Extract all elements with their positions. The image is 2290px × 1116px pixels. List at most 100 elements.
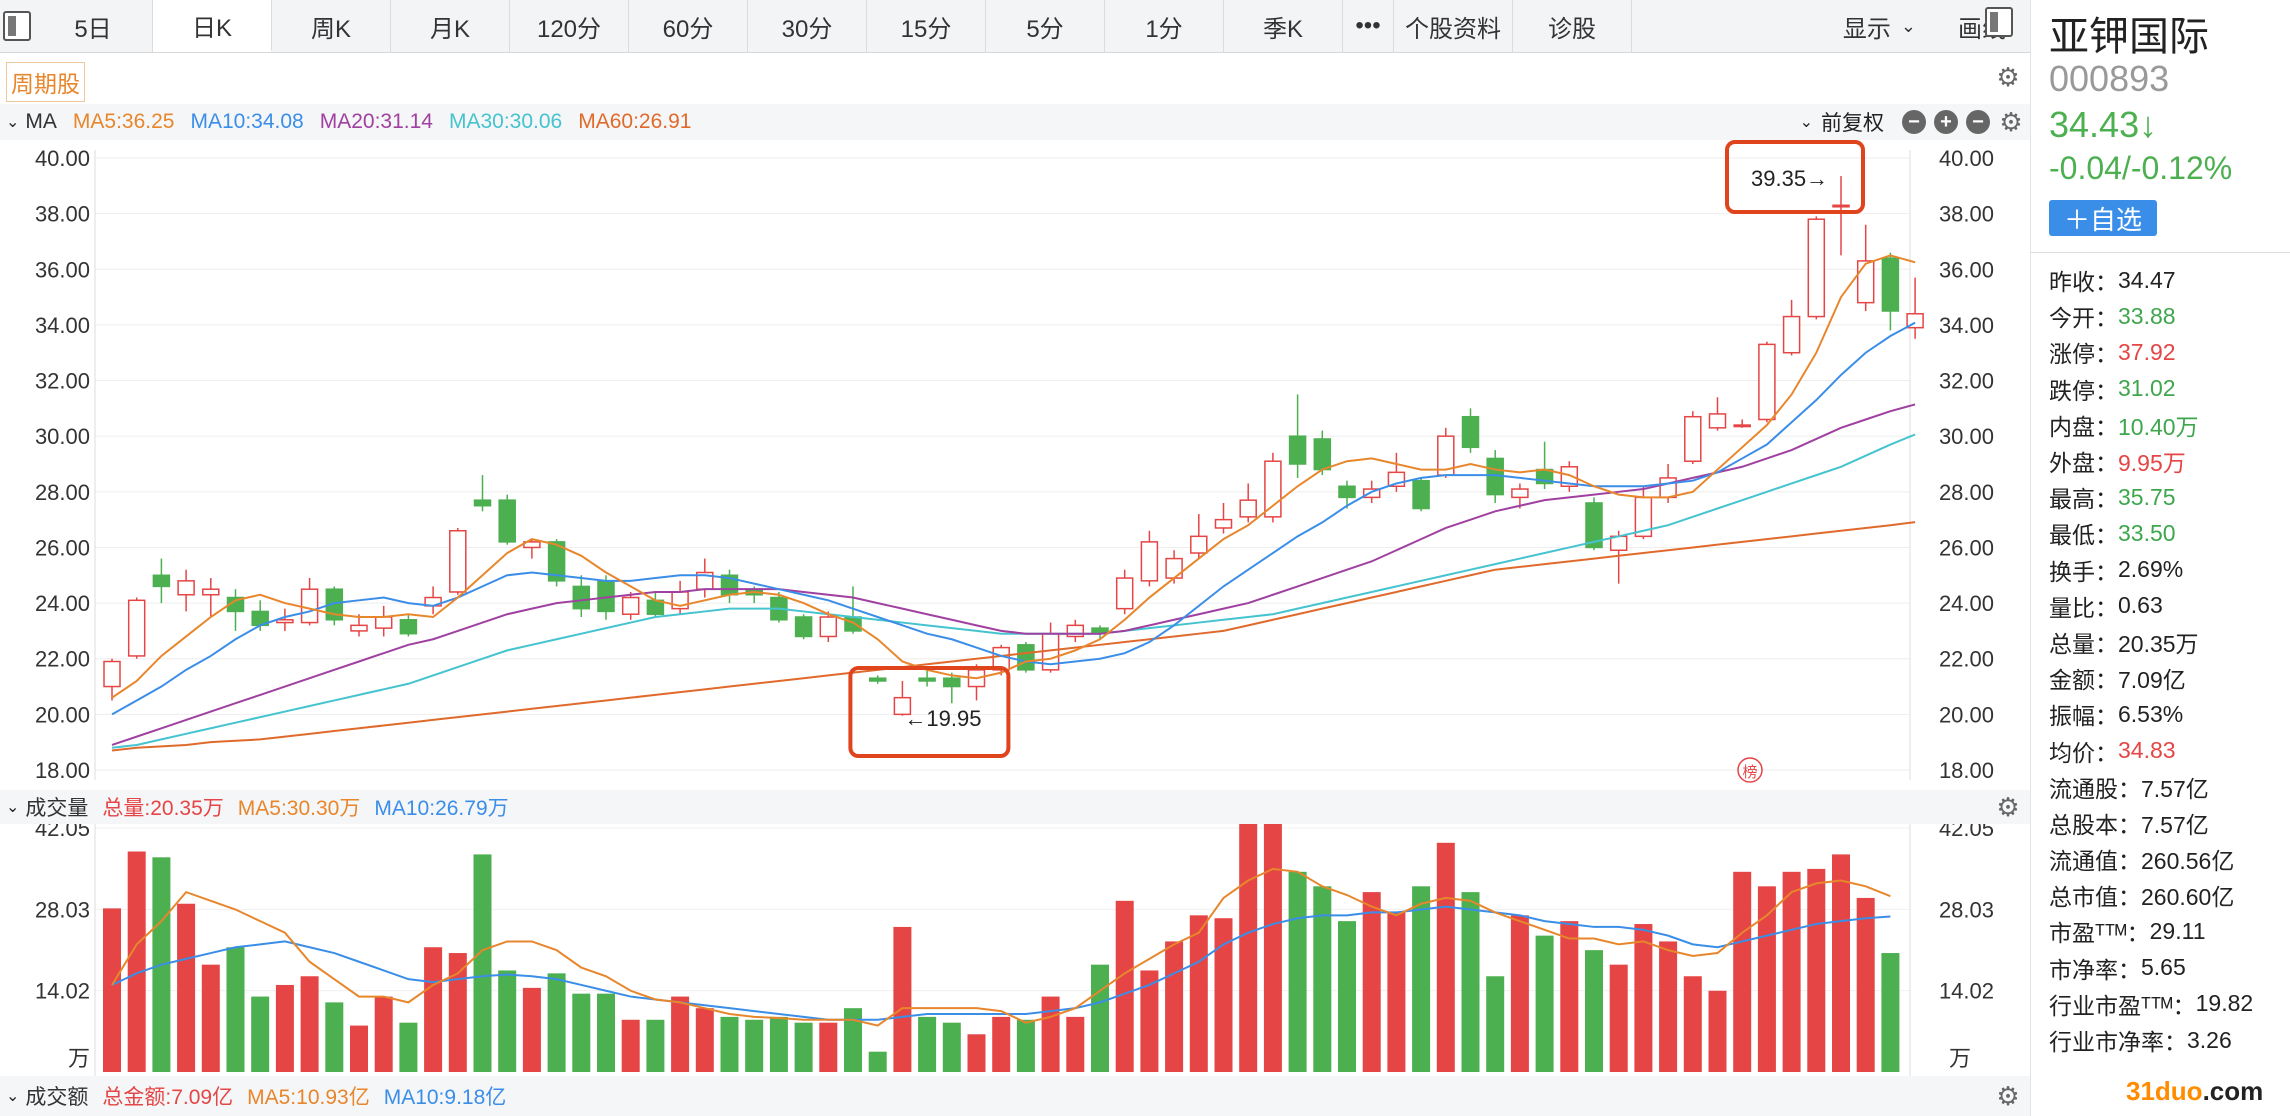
candle-body [399,619,418,635]
watermark-brand: 31duo [2126,1076,2203,1106]
volume-bar [1412,886,1431,1072]
candle-body [226,596,245,613]
price-chart[interactable]: 40.00 40.00 38.00 38.00 36.00 36.00 34.00 34.00… [0,140,2030,790]
y-tick-label-left: 40.00 [35,146,90,171]
volume-bar [819,1022,838,1072]
stat-row: 跌停： 31.02 [2049,371,2289,407]
stat-value: 3.26 [2187,1026,2232,1053]
chevron-down-icon[interactable]: ⌄ [1799,114,1813,131]
panel-toggle-icon [3,11,31,41]
display-dropdown[interactable]: 显示 ⌄ [1825,0,1934,52]
ma-controls: ⌄ 前复权 − + − ⚙ [1800,104,2030,140]
candle-body [918,677,936,682]
y-tick-label-right: 36.00 [1939,257,1994,282]
stat-row: 行业市盈ᵀᵀᴹ： 19.82 [2049,986,2289,1022]
chevron-down-icon[interactable]: ⌄ [6,1088,20,1105]
y-tick-label-left: 30.00 [35,424,90,449]
volume-bar [547,973,566,1072]
y-tick-label-right: 26.00 [1939,535,1994,560]
volume-bar [1338,921,1356,1072]
watermark-suffix: .com [2202,1076,2264,1106]
stats-list: 昨收： 34.47 今开： 33.88 涨停： 37.92 跌停： 31.02 内盘： 10.40… [2049,262,2289,1058]
volume-bar [522,987,541,1072]
volume-bar [1807,868,1826,1072]
tab-5day[interactable]: 5日 [34,0,153,52]
volume-chart[interactable]: 42.05 42.05 28.03 28.03 14.02 14.02 万 万 [0,824,2030,1076]
candle-body [572,585,591,610]
tab-stock-info[interactable]: 个股资料 [1394,0,1513,52]
y-tick-label-right: 28.00 [1939,480,1994,505]
stat-label: 今开： [2049,305,2118,332]
tab-quarterly-k[interactable]: 季K [1224,0,1343,52]
volume-bar [671,996,690,1072]
volume-ma5-legend: MA5:30.30万 [237,797,361,820]
stat-row: 振幅： 6.53% [2049,696,2289,732]
stat-row: 最低： 33.50 [2049,515,2289,551]
volume-bar [868,1051,887,1072]
stat-label: 行业市盈ᵀᵀᴹ： [2049,992,2196,1019]
candle-body [1115,577,1134,610]
candle-body [498,499,516,543]
gear-icon[interactable]: ⚙ [1996,792,2020,822]
volume-bar [745,1019,764,1072]
stat-value: 33.50 [2118,519,2176,546]
left-panel-toggle[interactable] [0,0,34,52]
cyclical-stock-tag[interactable]: 周期股 [6,62,85,102]
gear-icon[interactable]: ⚙ [1996,1081,2020,1111]
minus-icon[interactable]: − [1966,110,1990,134]
candle-body [1338,485,1356,499]
tab-weekly-k[interactable]: 周K [272,0,391,52]
volume-bar [844,1008,862,1072]
stat-row: 今开： 33.88 [2049,298,2289,334]
high-price-label: 39.35→ [1751,166,1828,191]
vol-tick-label-right: 42.05 [1939,824,1994,841]
y-tick-label-right: 18.00 [1939,758,1994,783]
volume-bar [646,1019,665,1072]
stat-value: 37.92 [2118,338,2176,365]
more-tabs-button[interactable]: ••• [1343,0,1394,52]
stat-value: 35.75 [2118,483,2176,510]
tab-1min[interactable]: 1分 [1105,0,1224,52]
display-label: 显示 [1842,15,1891,43]
stat-value: 29.11 [2149,917,2206,944]
volume-bar [1362,892,1381,1072]
stat-value: 2.69% [2118,556,2184,583]
candle-body [449,530,467,593]
add-watchlist-button[interactable]: ＋自选 [2049,200,2157,236]
chevron-down-icon[interactable]: ⌄ [6,799,20,816]
stat-label: 量比： [2049,594,2118,621]
tab-120min[interactable]: 120分 [510,0,629,52]
volume-bar [1708,990,1727,1072]
volume-bar [1239,824,1258,1072]
ma-legend-bar: ⌄ MA MA5:36.25 MA10:34.08 MA20:31.14 MA3… [0,104,2030,140]
chevron-down-icon[interactable]: ⌄ [6,114,20,131]
amount-ma10-legend: MA10:9.18亿 [383,1086,507,1109]
stat-label: 均价： [2049,739,2118,766]
stat-label: 市净率： [2049,956,2141,983]
tab-30min[interactable]: 30分 [748,0,867,52]
stat-row: 量比： 0.63 [2049,588,2289,624]
volume-bar [967,1034,986,1072]
tab-diagnose[interactable]: 诊股 [1513,0,1632,52]
stat-row: 市盈ᵀᵀᴹ： 29.11 [2049,913,2289,949]
tab-monthly-k[interactable]: 月K [391,0,510,52]
gear-icon[interactable]: ⚙ [1996,62,2020,92]
minus-icon[interactable]: − [1902,110,1926,134]
draw-line-button[interactable]: 画线 [1958,15,2006,43]
tab-5min[interactable]: 5分 [986,0,1105,52]
plus-icon[interactable]: + [1934,110,1958,134]
vol-tick-label-right: 14.02 [1939,979,1994,1004]
right-panel-toggle[interactable] [1985,7,2013,37]
volume-bar [498,970,517,1072]
volume-bar [1560,921,1579,1072]
tab-60min[interactable]: 60分 [629,0,748,52]
gear-icon[interactable]: ⚙ [1999,107,2023,137]
tab-daily-k[interactable]: 日K [153,0,272,52]
volume-bar [1165,941,1184,1072]
tab-15min[interactable]: 15分 [867,0,986,52]
ma60-line [111,521,1916,752]
candle-body [1856,260,1875,304]
adjust-dropdown[interactable]: 前复权 [1821,112,1884,135]
candle-body [1733,424,1751,428]
volume-bar [1387,912,1406,1072]
